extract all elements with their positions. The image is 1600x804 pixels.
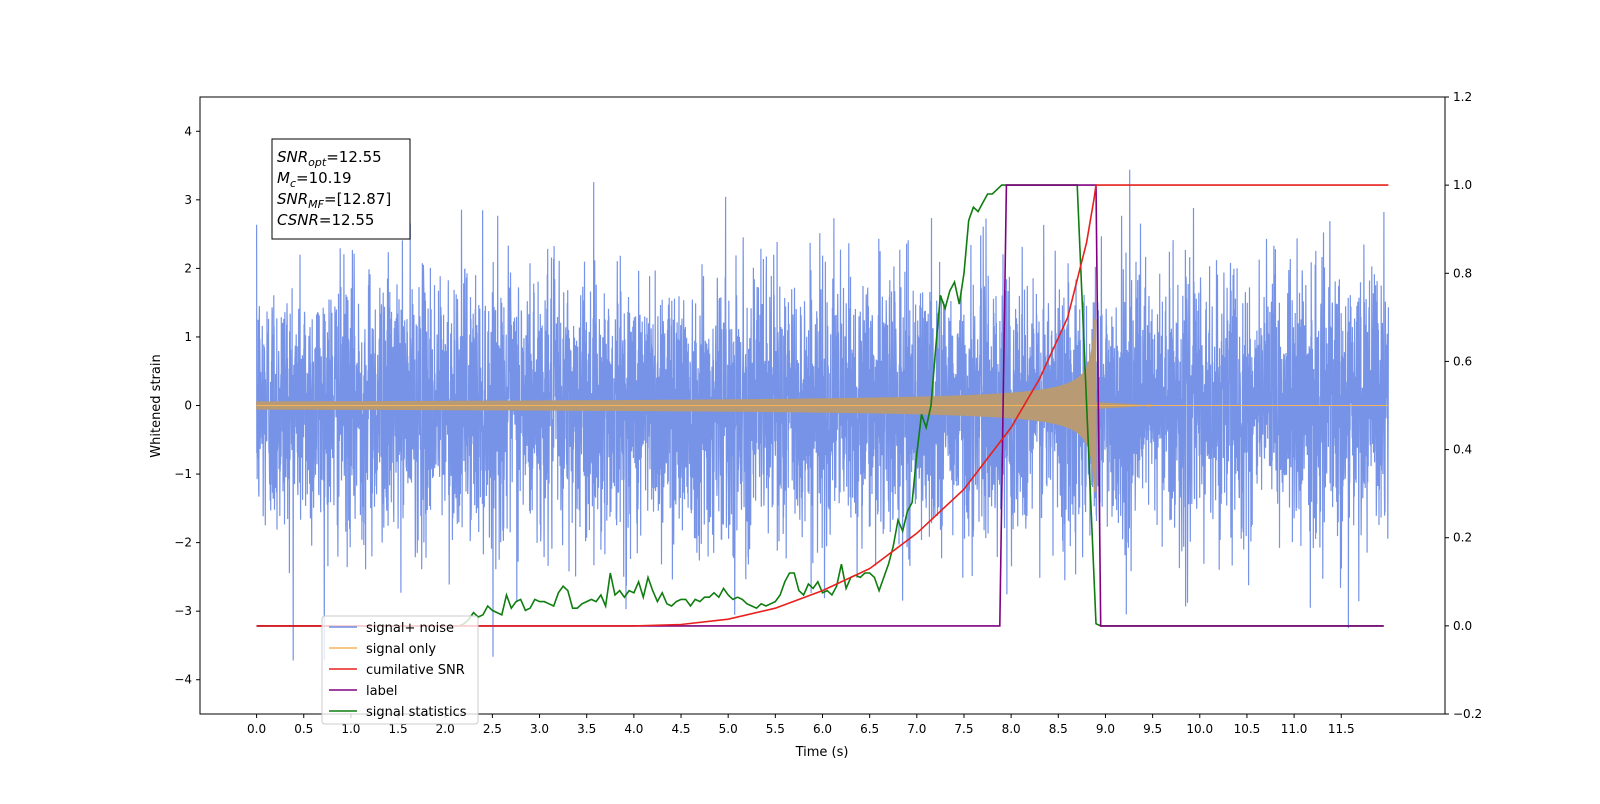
x-tick-label: 4.5 [671, 722, 690, 736]
legend-entry-label: signal only [366, 642, 436, 657]
y-right-tick-label: 1.0 [1453, 178, 1472, 192]
x-tick-label: 2.0 [436, 722, 455, 736]
annotation-line: SNRMF=[12.87] [277, 190, 391, 211]
right-axis-lines-layer [256, 184, 1389, 627]
y-left-tick-label: −4 [174, 673, 192, 687]
annotation-box-frame [271, 138, 411, 240]
annotation-line: SNRopt=12.55 [277, 148, 382, 169]
x-tick-label: 7.0 [907, 722, 926, 736]
cumulative-snr-line [256, 184, 1389, 627]
signal-statistics-line [256, 184, 1384, 627]
y-left-tick-label: −3 [174, 604, 192, 618]
x-axis-ticks: 0.0 0.5 1.0 1.5 2.0 2.5 3.0 3.5 4.0 4.5 5.0 5.5 6.0 6… [247, 714, 1355, 736]
x-tick-label: 3.5 [577, 722, 596, 736]
x-tick-label: 6.0 [813, 722, 832, 736]
x-tick-label: 2.5 [483, 722, 502, 736]
stats-annotation-box: SNRopt=12.55Mc=10.19SNRMF=[12.87]CSNR=12… [271, 138, 411, 240]
x-tick-label: 3.0 [530, 722, 549, 736]
y-right-tick-label: 0.0 [1453, 619, 1472, 633]
legend-entry-label: signal+ noise [366, 621, 454, 636]
annotation-line: Mc=10.19 [277, 169, 352, 190]
x-tick-label: 8.0 [1002, 722, 1021, 736]
legend-entry-label: cumilative SNR [366, 663, 465, 678]
signal-only-layer [256, 319, 1389, 492]
legend-entry-label: label [366, 684, 397, 699]
y-left-tick-label: 2 [184, 261, 192, 275]
y-right-tick-label: 0.6 [1453, 354, 1472, 368]
noise-series-layer [256, 169, 1389, 661]
x-tick-label: 1.5 [389, 722, 408, 736]
x-axis-label: Time (s) [795, 745, 849, 760]
x-tick-label: 11.5 [1328, 722, 1355, 736]
signal-noise-line [256, 169, 1389, 661]
x-tick-label: 0.5 [294, 722, 313, 736]
y-left-tick-label: −2 [174, 536, 192, 550]
y-right-tick-label: 0.8 [1453, 266, 1472, 280]
y-left-tick-label: −1 [174, 467, 192, 481]
legend-frame [321, 615, 479, 725]
legend: signal+ noise signal only cumilative SNR la… [321, 615, 479, 725]
legend-entry-label: signal statistics [366, 705, 467, 720]
x-tick-label: 8.5 [1049, 722, 1068, 736]
y-left-axis-ticks: −4 −3 −2 −1 0 1 2 3 4 [174, 124, 200, 687]
y-right-axis-ticks: −0.2 0.0 0.2 0.4 0.6 0.8 1.0 1.2 [1445, 90, 1482, 721]
annotation-line: CSNR=12.55 [277, 211, 374, 229]
x-tick-label: 7.5 [954, 722, 973, 736]
y-axis-label: Whitened strain [149, 354, 164, 457]
x-tick-label: 10.5 [1234, 722, 1261, 736]
x-tick-label: 10.0 [1186, 722, 1213, 736]
x-tick-label: 6.5 [860, 722, 879, 736]
x-tick-label: 5.0 [719, 722, 738, 736]
y-left-tick-label: 1 [184, 330, 192, 344]
y-left-tick-label: 4 [184, 124, 192, 138]
x-tick-label: 1.0 [341, 722, 360, 736]
x-tick-label: 9.5 [1143, 722, 1162, 736]
y-left-tick-label: 0 [184, 399, 192, 413]
x-tick-label: 0.0 [247, 722, 266, 736]
y-right-tick-label: 1.2 [1453, 90, 1472, 104]
x-tick-label: 11.0 [1281, 722, 1308, 736]
y-right-tick-label: 0.4 [1453, 443, 1472, 457]
y-right-tick-label: −0.2 [1453, 707, 1482, 721]
x-tick-label: 4.0 [624, 722, 643, 736]
y-right-tick-label: 0.2 [1453, 531, 1472, 545]
y-left-tick-label: 3 [184, 193, 192, 207]
x-tick-label: 9.0 [1096, 722, 1115, 736]
x-tick-label: 5.5 [766, 722, 785, 736]
